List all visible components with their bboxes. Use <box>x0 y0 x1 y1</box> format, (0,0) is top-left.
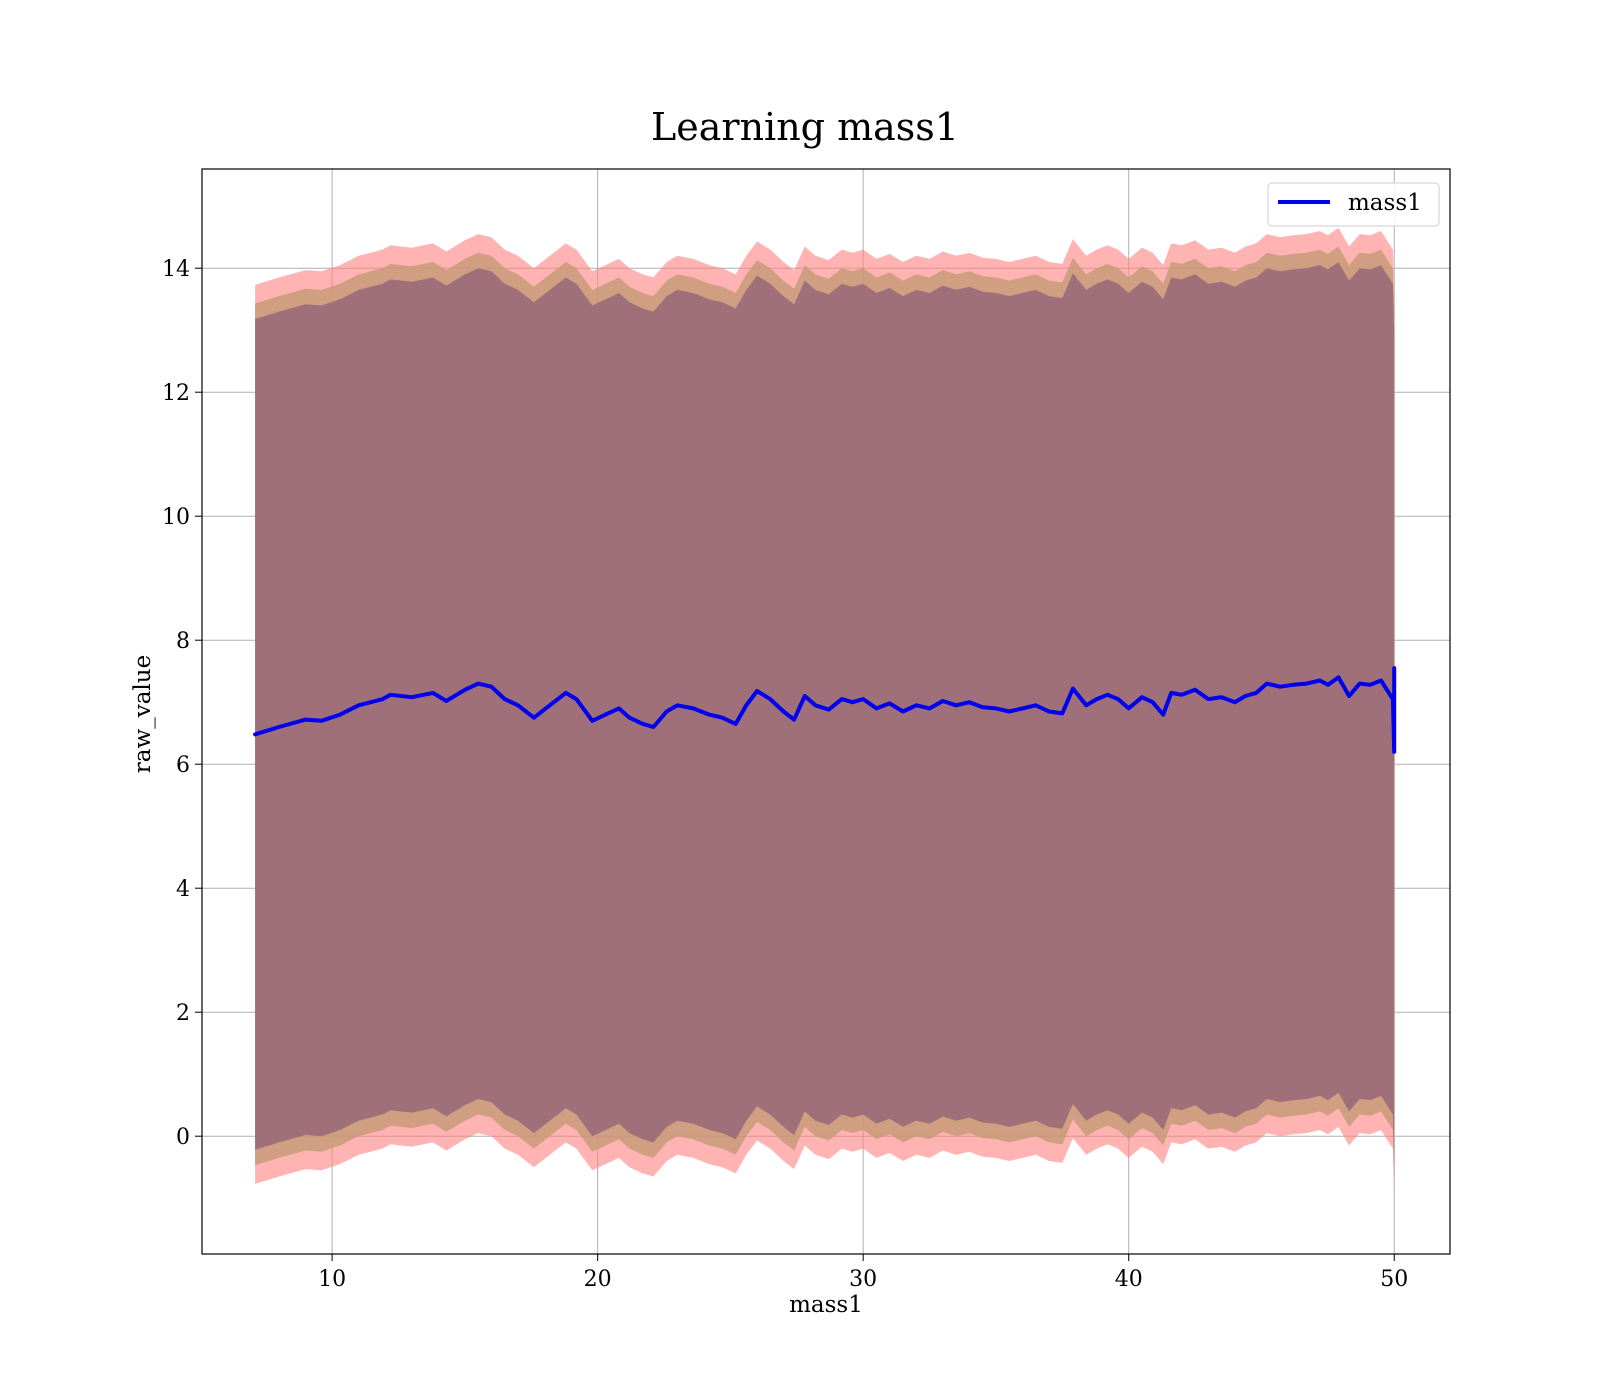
y-tick-label: 10 <box>162 505 190 530</box>
x-tick-label: 40 <box>1115 1267 1143 1292</box>
chart-title: Learning mass1 <box>651 105 959 149</box>
x-tick-label: 10 <box>318 1267 346 1292</box>
plot-frame <box>201 168 1451 1255</box>
legend: mass1 <box>1267 182 1440 227</box>
y-axis-label: raw_value <box>130 655 156 773</box>
legend-box <box>1267 182 1440 227</box>
x-tick-label: 50 <box>1380 1267 1408 1292</box>
legend-label-mass1: mass1 <box>1348 190 1422 216</box>
x-tick-label: 30 <box>849 1267 877 1292</box>
y-tick-label: 4 <box>176 877 190 902</box>
x-axis-ticks: 10 20 30 40 50 <box>318 1254 1408 1292</box>
x-axis-label: mass1 <box>789 1292 863 1318</box>
y-tick-label: 14 <box>162 257 190 282</box>
x-tick-label: 20 <box>584 1267 612 1292</box>
series-line-group <box>253 666 1397 754</box>
y-tick-label: 0 <box>176 1125 190 1150</box>
y-tick-label: 6 <box>176 753 190 778</box>
y-tick-label: 2 <box>176 1001 190 1026</box>
y-axis-ticks: 0 2 4 6 8 10 12 14 <box>162 257 202 1150</box>
series-line-mass1 <box>253 666 1397 754</box>
y-tick-label: 12 <box>162 381 190 406</box>
y-tick-label: 8 <box>176 629 190 654</box>
